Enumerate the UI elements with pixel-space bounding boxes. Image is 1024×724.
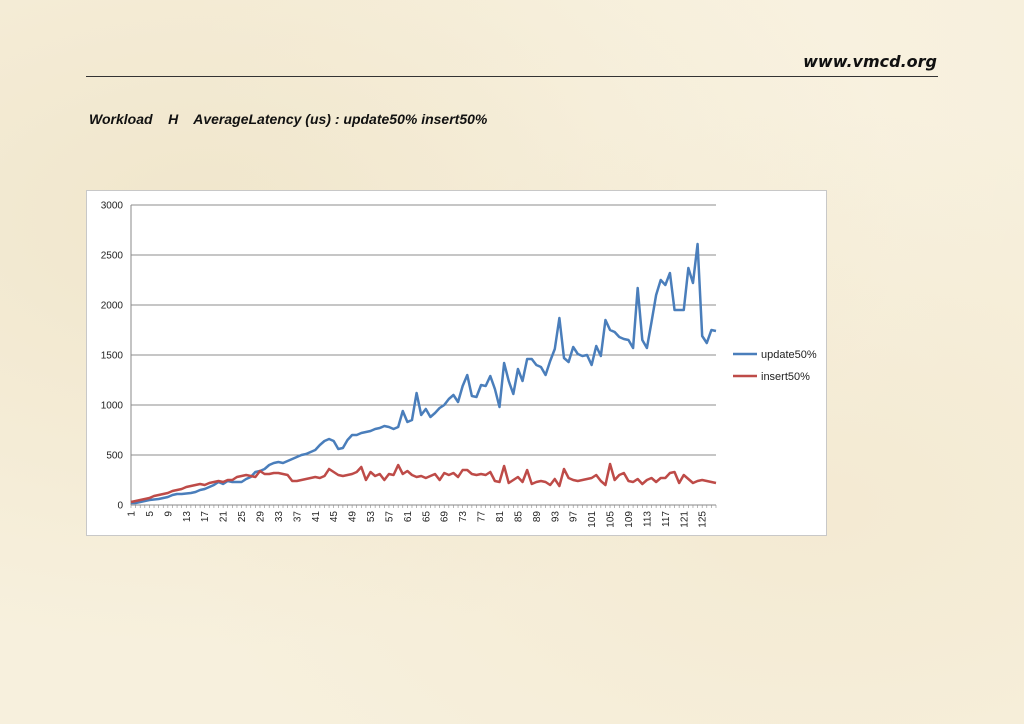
x-tick-label: 77 [477, 511, 488, 523]
x-tick-label: 25 [237, 511, 248, 523]
site-url: www.vmcd.org [803, 52, 937, 71]
x-tick-label: 81 [495, 511, 506, 523]
x-tick-label: 113 [642, 511, 653, 527]
x-tick-label: 5 [145, 511, 156, 517]
x-tick-label: 117 [661, 511, 672, 527]
x-tick-label: 33 [274, 511, 285, 523]
x-tick-label: 97 [569, 511, 580, 523]
x-tick-label: 9 [163, 511, 174, 517]
y-tick-label: 2000 [101, 301, 124, 312]
y-tick-label: 1500 [101, 351, 124, 362]
x-tick-label: 57 [384, 511, 395, 523]
line-chart: 0 500 1000 1500 2000 2500 3000 1 5 9 13 17 21 25 29 33 3… [101, 201, 817, 528]
series-line-update50 [131, 242, 717, 505]
x-tick-label: 53 [366, 511, 377, 523]
x-tick-label: 17 [200, 511, 211, 523]
legend-label-insert50: insert50% [761, 371, 810, 383]
x-tick-label: 49 [348, 511, 359, 523]
x-tick-label: 29 [255, 511, 266, 523]
x-tick-label: 73 [458, 511, 469, 523]
y-tick-label: 3000 [101, 201, 124, 212]
x-tick-label: 85 [513, 511, 524, 523]
x-tick-label: 45 [329, 511, 340, 523]
chart-heading: Workload H AverageLatency (us) : update5… [89, 111, 488, 127]
x-tick-label: 109 [624, 511, 635, 528]
x-tick-label: 101 [587, 511, 598, 528]
x-tick-label: 125 [698, 511, 709, 528]
chart-area: 0 500 1000 1500 2000 2500 3000 1 5 9 13 17 21 25 29 33 3… [86, 190, 827, 536]
x-tick-label: 89 [532, 511, 543, 523]
y-tick-label: 2500 [101, 251, 124, 262]
x-tick-label: 93 [550, 511, 561, 523]
y-tick-label: 500 [106, 451, 123, 462]
header-rule [86, 76, 938, 77]
x-tick-label: 41 [311, 511, 322, 523]
series-line-insert50 [130, 462, 717, 504]
x-tick-label: 21 [219, 511, 230, 523]
x-tick-label: 65 [421, 511, 432, 523]
x-tick-label: 1 [127, 511, 138, 517]
x-tick-label: 37 [292, 511, 303, 523]
x-tick-label: 69 [440, 511, 451, 523]
x-tick-label: 105 [606, 511, 617, 528]
y-tick-label: 0 [117, 501, 123, 512]
x-tick-label: 13 [182, 511, 193, 523]
legend-label-update50: update50% [761, 349, 817, 361]
x-tick-label: 61 [403, 511, 414, 523]
x-tick-label: 121 [679, 511, 690, 528]
y-tick-label: 1000 [101, 401, 124, 412]
